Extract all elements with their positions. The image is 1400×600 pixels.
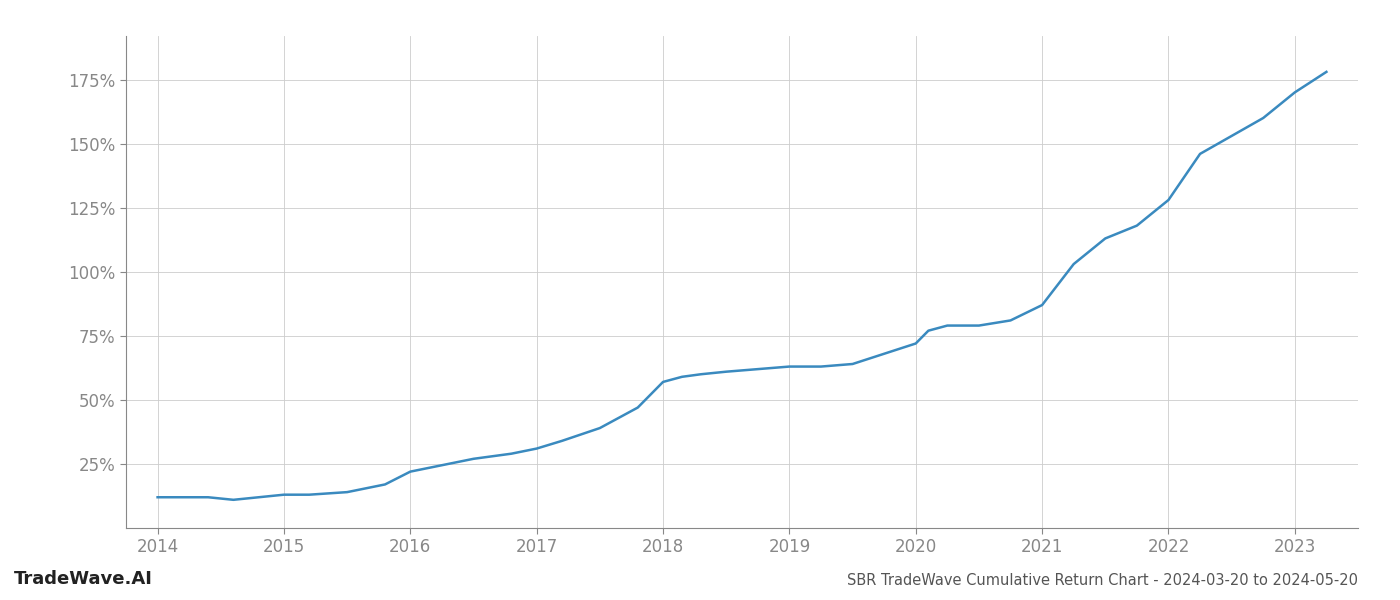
Text: TradeWave.AI: TradeWave.AI xyxy=(14,570,153,588)
Text: SBR TradeWave Cumulative Return Chart - 2024-03-20 to 2024-05-20: SBR TradeWave Cumulative Return Chart - … xyxy=(847,573,1358,588)
